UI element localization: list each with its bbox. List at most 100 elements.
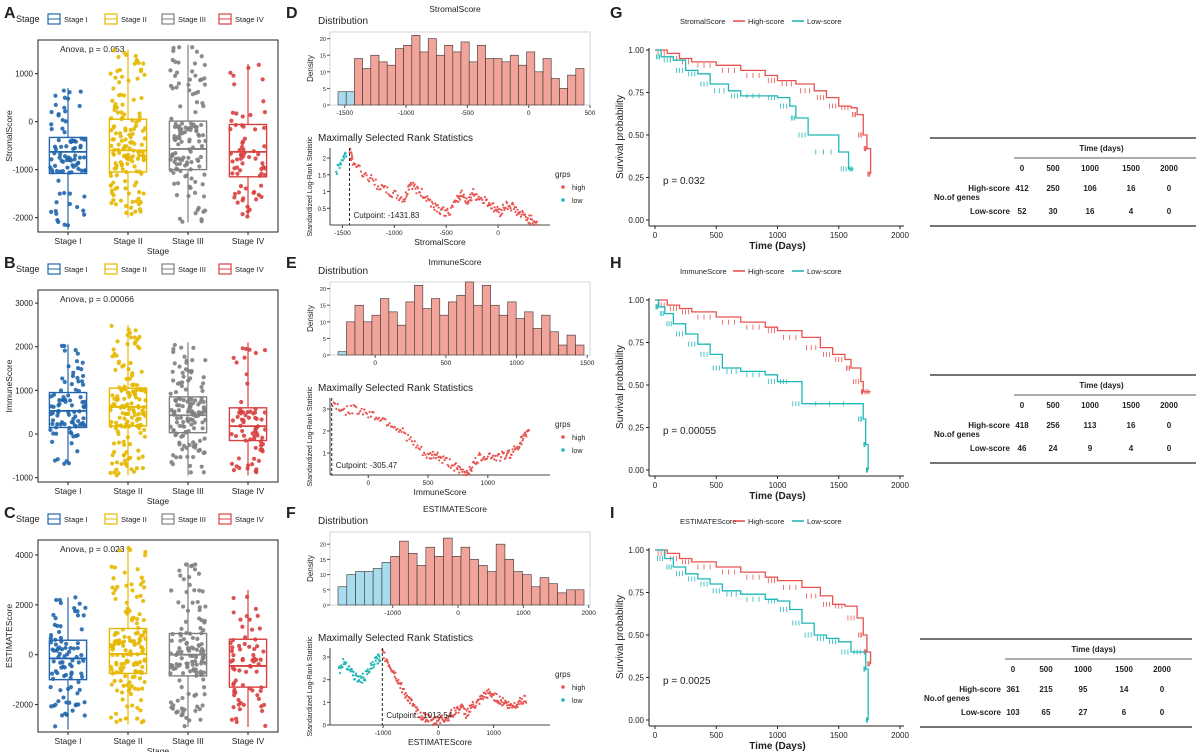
point-low [356,675,359,678]
data-point [186,155,191,160]
point-high [423,713,426,716]
hist-bar [481,285,491,356]
panel-letter: B [4,255,16,272]
data-point [253,415,258,421]
table-cell: 0 [1160,685,1165,694]
data-point [110,453,115,458]
data-point [194,128,199,134]
hist-bar [504,559,515,606]
point-high [459,191,462,194]
data-point [132,686,137,691]
legend-title: StromalScore [680,17,725,26]
legend-item-3: Stage III [178,515,206,524]
table-cell: 9 [1088,444,1093,453]
data-point [61,695,66,700]
data-point [173,398,179,404]
x-tick-label: 1000 [769,481,787,490]
data-point [199,396,204,401]
y-axis-title: Survival probability [615,595,626,679]
hist-bar [542,58,552,106]
data-point [123,203,129,209]
point-high [431,450,434,453]
y-axis-title: Standardized Log-Rank Statistic [307,136,314,236]
point-high [397,678,400,681]
data-point [245,214,250,219]
data-point [138,644,144,650]
data-point [198,671,203,676]
point-high [365,174,368,177]
point-high [486,455,489,458]
data-point [193,73,198,78]
point-high [411,440,414,443]
data-point [132,164,137,169]
hist-bar [354,58,363,106]
data-point [63,399,68,404]
legend-item-2: Low-score [807,517,842,526]
data-point [76,679,81,685]
point-high [499,213,502,216]
data-point [121,683,126,688]
hist-bar [444,44,454,106]
legend-key-low [561,448,565,452]
data-point [200,589,205,594]
data-point [248,112,253,118]
data-point [193,445,198,450]
data-point [190,45,195,50]
data-point [234,719,239,725]
data-point [123,186,128,191]
point-low [372,666,375,669]
data-point [116,471,121,476]
point-high [442,455,445,458]
point-high [449,466,452,469]
data-point [263,723,268,728]
point-high [492,693,495,696]
point-high [511,448,514,451]
data-point [134,594,139,600]
data-point [201,450,206,456]
data-point [58,688,63,693]
point-high [478,451,481,455]
data-point [258,657,263,662]
data-point [184,641,189,646]
point-high [512,203,515,206]
data-point [179,706,184,711]
data-point [117,415,122,420]
data-point [247,644,252,649]
legend-item-2: Stage II [121,515,147,524]
hist-bar [425,546,435,606]
km-curve-low [655,299,869,470]
y-tick-label: 15 [320,304,326,310]
data-point [179,139,184,144]
point-high [348,412,351,415]
data-point [190,635,196,641]
data-point [177,568,182,573]
data-point [108,71,113,76]
hist-bar [451,556,462,606]
data-point [131,407,136,412]
table-time-header: 0 [1011,665,1016,674]
point-high [416,708,420,712]
data-point [135,344,140,349]
y-tick-label: 1.00 [628,546,644,555]
data-point [236,190,242,195]
point-high [432,717,435,721]
point-high [457,200,460,203]
point-high [520,443,523,446]
data-point [178,396,183,402]
data-point [50,421,55,427]
data-point [111,441,117,446]
data-point [203,208,208,213]
table-time-header: 2000 [1160,401,1178,410]
data-point [202,620,207,625]
data-point [122,661,128,666]
x-tick-label: 1500 [830,731,848,740]
data-point [53,724,58,729]
point-high [418,448,422,451]
data-point [201,194,207,199]
data-point [62,154,68,159]
data-point [116,80,122,85]
data-point [125,611,130,616]
point-high [512,450,515,453]
point-high [513,445,516,448]
panel-letter: D [286,5,298,22]
